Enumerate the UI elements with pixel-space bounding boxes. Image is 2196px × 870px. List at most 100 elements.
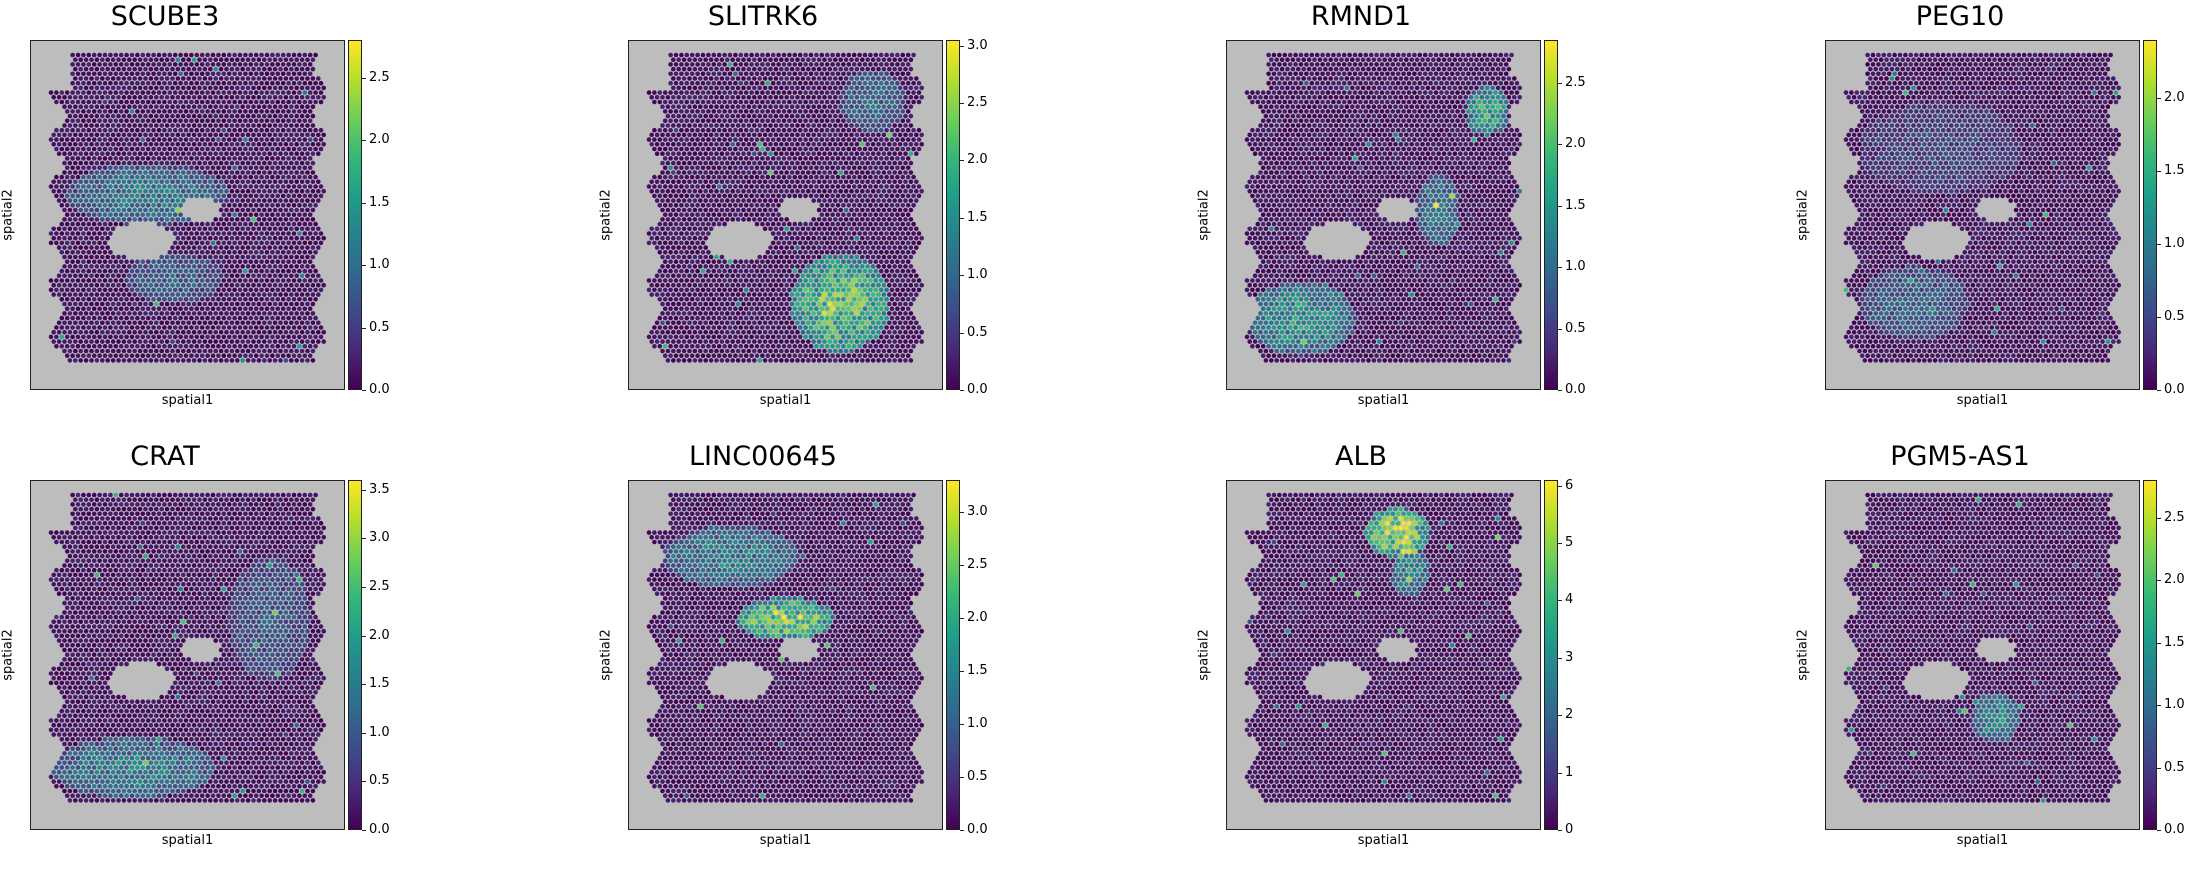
- spot: [267, 151, 272, 156]
- spot: [879, 100, 884, 105]
- spot: [784, 86, 789, 91]
- spot: [127, 67, 132, 72]
- spot: [232, 288, 237, 293]
- spot: [674, 72, 679, 77]
- spot: [725, 123, 730, 128]
- spot: [138, 133, 143, 138]
- spot: [78, 302, 83, 307]
- spot: [92, 353, 97, 358]
- spot: [698, 95, 703, 100]
- spot: [132, 339, 137, 344]
- spot: [300, 217, 305, 222]
- spot: [227, 119, 232, 124]
- spot: [141, 72, 146, 77]
- spot: [308, 288, 313, 293]
- spot: [197, 302, 202, 307]
- spot: [286, 297, 291, 302]
- spot: [760, 194, 765, 199]
- spot: [278, 189, 283, 194]
- spot: [828, 180, 833, 185]
- spot: [901, 166, 906, 171]
- spot: [208, 170, 213, 175]
- spot: [749, 184, 754, 189]
- spot: [197, 236, 202, 241]
- spot: [87, 128, 92, 133]
- spot: [81, 306, 86, 311]
- spot: [116, 86, 121, 91]
- spot: [284, 114, 289, 119]
- spot: [195, 269, 200, 274]
- spot: [803, 90, 808, 95]
- spot: [135, 53, 140, 58]
- spot: [122, 311, 127, 316]
- spot: [273, 208, 278, 213]
- spot: [865, 208, 870, 213]
- spot: [273, 189, 278, 194]
- spot: [303, 128, 308, 133]
- spot: [181, 189, 186, 194]
- spot: [208, 358, 213, 363]
- spot: [176, 302, 181, 307]
- spot: [674, 156, 679, 161]
- spot: [162, 194, 167, 199]
- spot: [865, 236, 870, 241]
- spot: [203, 339, 208, 344]
- spot: [855, 133, 860, 138]
- spot: [733, 100, 738, 105]
- spot: [173, 241, 178, 246]
- spot: [70, 147, 75, 152]
- spot: [706, 194, 711, 199]
- spot: [146, 344, 151, 349]
- spot: [173, 137, 178, 142]
- spot: [882, 180, 887, 185]
- spot: [200, 222, 205, 227]
- spot: [227, 306, 232, 311]
- spot: [146, 119, 151, 124]
- spot: [752, 208, 757, 213]
- spot: [903, 208, 908, 213]
- spot: [205, 335, 210, 340]
- spot: [906, 231, 911, 236]
- spot: [119, 325, 124, 330]
- spot: [898, 57, 903, 62]
- spot: [841, 194, 846, 199]
- spot: [51, 142, 56, 147]
- spot: [168, 166, 173, 171]
- spot: [284, 283, 289, 288]
- spot: [70, 278, 75, 283]
- spot: [820, 137, 825, 142]
- spot: [725, 76, 730, 81]
- spot: [92, 81, 97, 86]
- spot: [690, 147, 695, 152]
- spot: [254, 259, 259, 264]
- spot: [176, 170, 181, 175]
- spot: [906, 62, 911, 67]
- spot: [224, 227, 229, 232]
- spot: [68, 170, 73, 175]
- spot: [701, 203, 706, 208]
- spot: [195, 166, 200, 171]
- spot: [249, 100, 254, 105]
- spot: [825, 175, 830, 180]
- spot: [114, 156, 119, 161]
- spot: [92, 212, 97, 217]
- spot: [766, 156, 771, 161]
- spot: [760, 100, 765, 105]
- spot: [60, 344, 65, 349]
- spot: [87, 297, 92, 302]
- spot: [95, 133, 100, 138]
- spot: [690, 128, 695, 133]
- spot: [100, 217, 105, 222]
- spot: [882, 86, 887, 91]
- spot: [170, 227, 175, 232]
- spot: [203, 311, 208, 316]
- spot: [709, 123, 714, 128]
- spot: [254, 156, 259, 161]
- spot: [836, 137, 841, 142]
- spot: [186, 180, 191, 185]
- spot: [176, 114, 181, 119]
- spot: [211, 269, 216, 274]
- spot: [914, 236, 919, 241]
- spot: [132, 161, 137, 166]
- spot: [793, 147, 798, 152]
